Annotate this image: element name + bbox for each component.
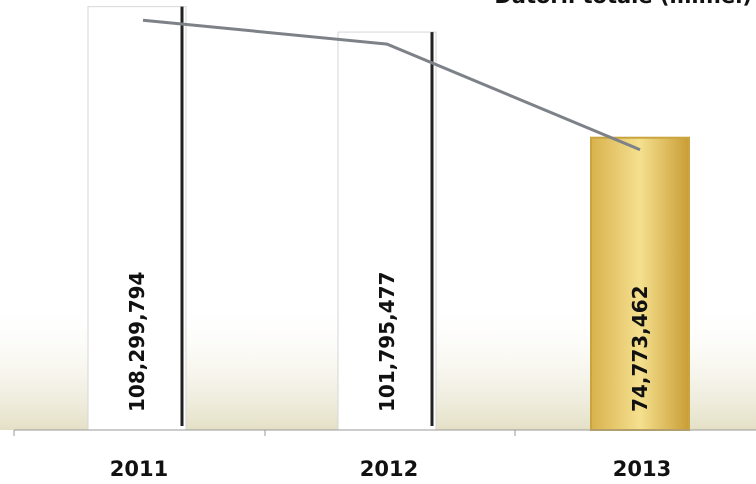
trend-line	[142, 18, 641, 152]
value-label-2012: 101,795,477	[375, 272, 399, 412]
category-label-2011: 2011	[110, 457, 168, 481]
bar-2011	[87, 6, 187, 431]
category-label-2013: 2013	[613, 457, 671, 481]
bar-2013	[590, 136, 690, 431]
value-label-2011: 108,299,794	[125, 272, 149, 412]
category-label-2012: 2012	[360, 457, 418, 481]
value-label-2013: 74,773,462	[628, 285, 652, 412]
chart-title: Datorii totale (mil.lei)	[494, 0, 752, 8]
